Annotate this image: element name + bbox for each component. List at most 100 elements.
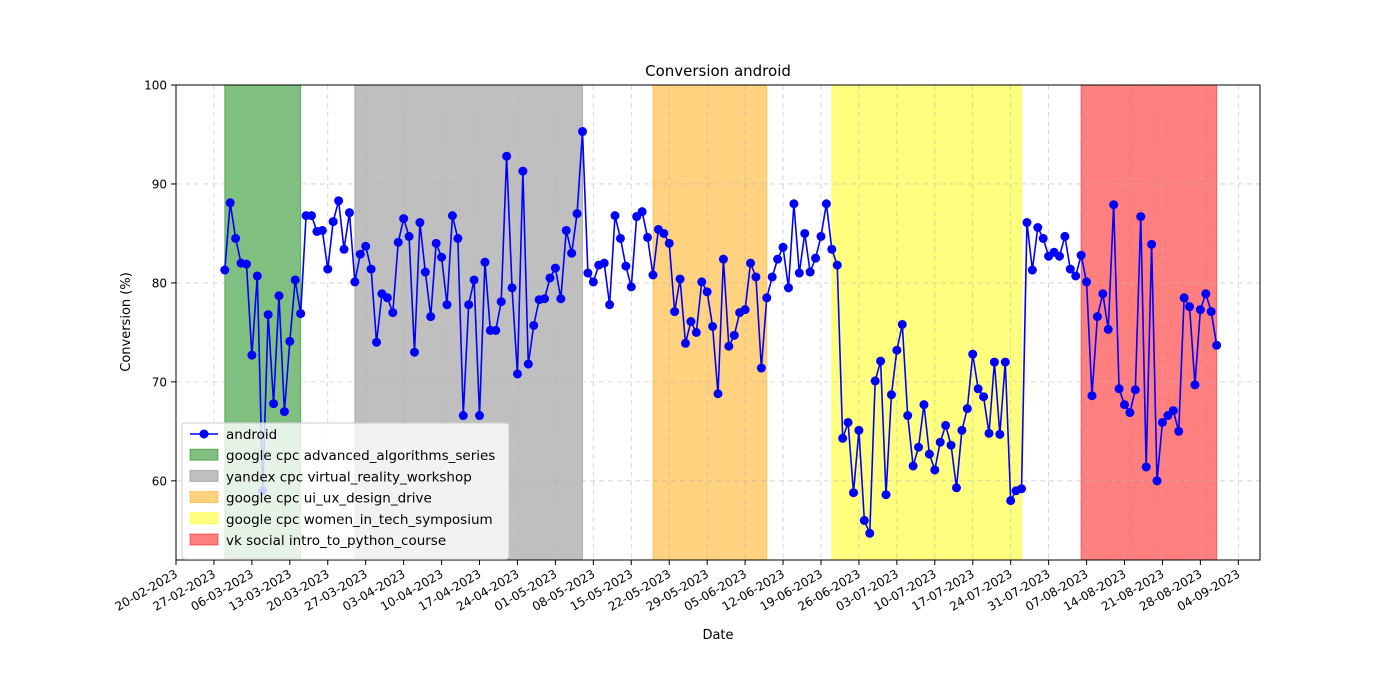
data-point xyxy=(442,300,452,310)
data-point xyxy=(984,428,994,438)
data-point xyxy=(946,440,956,450)
data-point xyxy=(247,350,257,360)
data-point xyxy=(1022,218,1032,228)
data-point xyxy=(1033,223,1043,232)
data-point xyxy=(1152,476,1162,486)
legend-label: google cpc ui_ux_design_drive xyxy=(226,491,432,507)
data-point xyxy=(919,400,929,410)
data-point xyxy=(578,127,587,137)
data-point xyxy=(1114,384,1124,394)
data-point xyxy=(664,238,674,248)
data-point xyxy=(605,300,615,310)
data-point xyxy=(475,411,485,421)
data-point xyxy=(437,252,447,262)
data-point xyxy=(561,225,571,235)
data-point xyxy=(951,483,961,493)
data-point xyxy=(512,369,522,379)
data-point xyxy=(1060,231,1070,241)
legend: android google cpc advanced_algorithms_se… xyxy=(181,422,510,560)
data-point xyxy=(1125,408,1135,418)
data-point xyxy=(670,307,680,317)
data-point xyxy=(941,420,951,430)
data-point xyxy=(751,272,761,282)
plot-frame xyxy=(175,84,1261,561)
legend-box xyxy=(181,422,510,560)
data-point xyxy=(843,417,853,427)
data-point xyxy=(821,199,831,209)
data-point xyxy=(718,254,728,264)
data-point xyxy=(458,411,468,421)
data-point xyxy=(350,277,360,287)
data-point xyxy=(648,270,658,280)
legend-patch-swatch xyxy=(189,512,219,525)
data-point xyxy=(729,330,739,340)
data-point xyxy=(502,151,512,161)
data-point xyxy=(832,260,842,270)
data-point xyxy=(1065,264,1075,274)
data-point xyxy=(816,231,826,241)
data-point xyxy=(708,321,718,331)
shaded-period-3 xyxy=(831,84,1023,561)
data-point xyxy=(1038,233,1048,243)
data-point xyxy=(811,253,821,263)
data-point xyxy=(1179,293,1189,303)
data-point xyxy=(556,294,566,304)
data-point xyxy=(1109,200,1119,210)
legend-marker-swatch xyxy=(199,429,209,439)
data-point xyxy=(1185,302,1195,312)
data-point xyxy=(426,312,436,322)
data-point xyxy=(968,349,978,359)
data-point xyxy=(220,265,230,275)
legend-patch-swatch xyxy=(189,469,219,482)
data-point xyxy=(279,407,289,417)
data-point xyxy=(789,199,799,209)
data-point xyxy=(713,389,723,399)
data-point xyxy=(269,399,279,409)
data-point xyxy=(914,442,924,452)
legend-patch-swatch xyxy=(189,448,219,461)
data-point xyxy=(995,429,1005,439)
y-tick-label: 90 xyxy=(152,177,167,191)
data-point xyxy=(545,273,555,283)
data-point xyxy=(773,254,783,264)
data-point xyxy=(274,291,284,301)
data-point xyxy=(529,320,539,330)
data-point xyxy=(838,433,848,443)
data-point xyxy=(1147,239,1157,249)
data-point xyxy=(886,390,896,400)
data-point xyxy=(588,277,598,287)
data-point xyxy=(778,242,788,252)
data-point xyxy=(599,258,609,268)
data-point xyxy=(1087,391,1097,401)
data-point xyxy=(1206,307,1216,317)
data-point xyxy=(252,271,262,281)
data-point xyxy=(1071,271,1081,281)
data-point xyxy=(1157,417,1167,427)
data-point xyxy=(935,437,945,447)
data-point xyxy=(567,248,577,258)
data-point xyxy=(225,198,235,208)
data-point xyxy=(892,345,902,355)
data-point xyxy=(372,337,382,347)
data-point xyxy=(637,207,647,217)
data-point xyxy=(1076,250,1086,260)
data-point xyxy=(881,490,891,500)
data-point xyxy=(621,261,631,271)
data-point xyxy=(464,300,474,310)
data-point xyxy=(382,293,392,303)
data-point xyxy=(355,249,365,259)
data-point xyxy=(756,363,766,373)
data-point xyxy=(870,376,880,386)
data-point xyxy=(1027,265,1037,275)
data-point xyxy=(675,274,685,284)
data-point xyxy=(924,449,934,459)
data-point xyxy=(231,233,241,243)
data-point xyxy=(1174,426,1184,436)
data-point xyxy=(702,287,712,297)
data-point xyxy=(1195,305,1205,315)
android-series xyxy=(220,127,1222,538)
data-point xyxy=(805,267,815,277)
data-point xyxy=(1201,289,1211,299)
data-point xyxy=(453,233,463,243)
y-tick-label: 60 xyxy=(152,474,167,488)
